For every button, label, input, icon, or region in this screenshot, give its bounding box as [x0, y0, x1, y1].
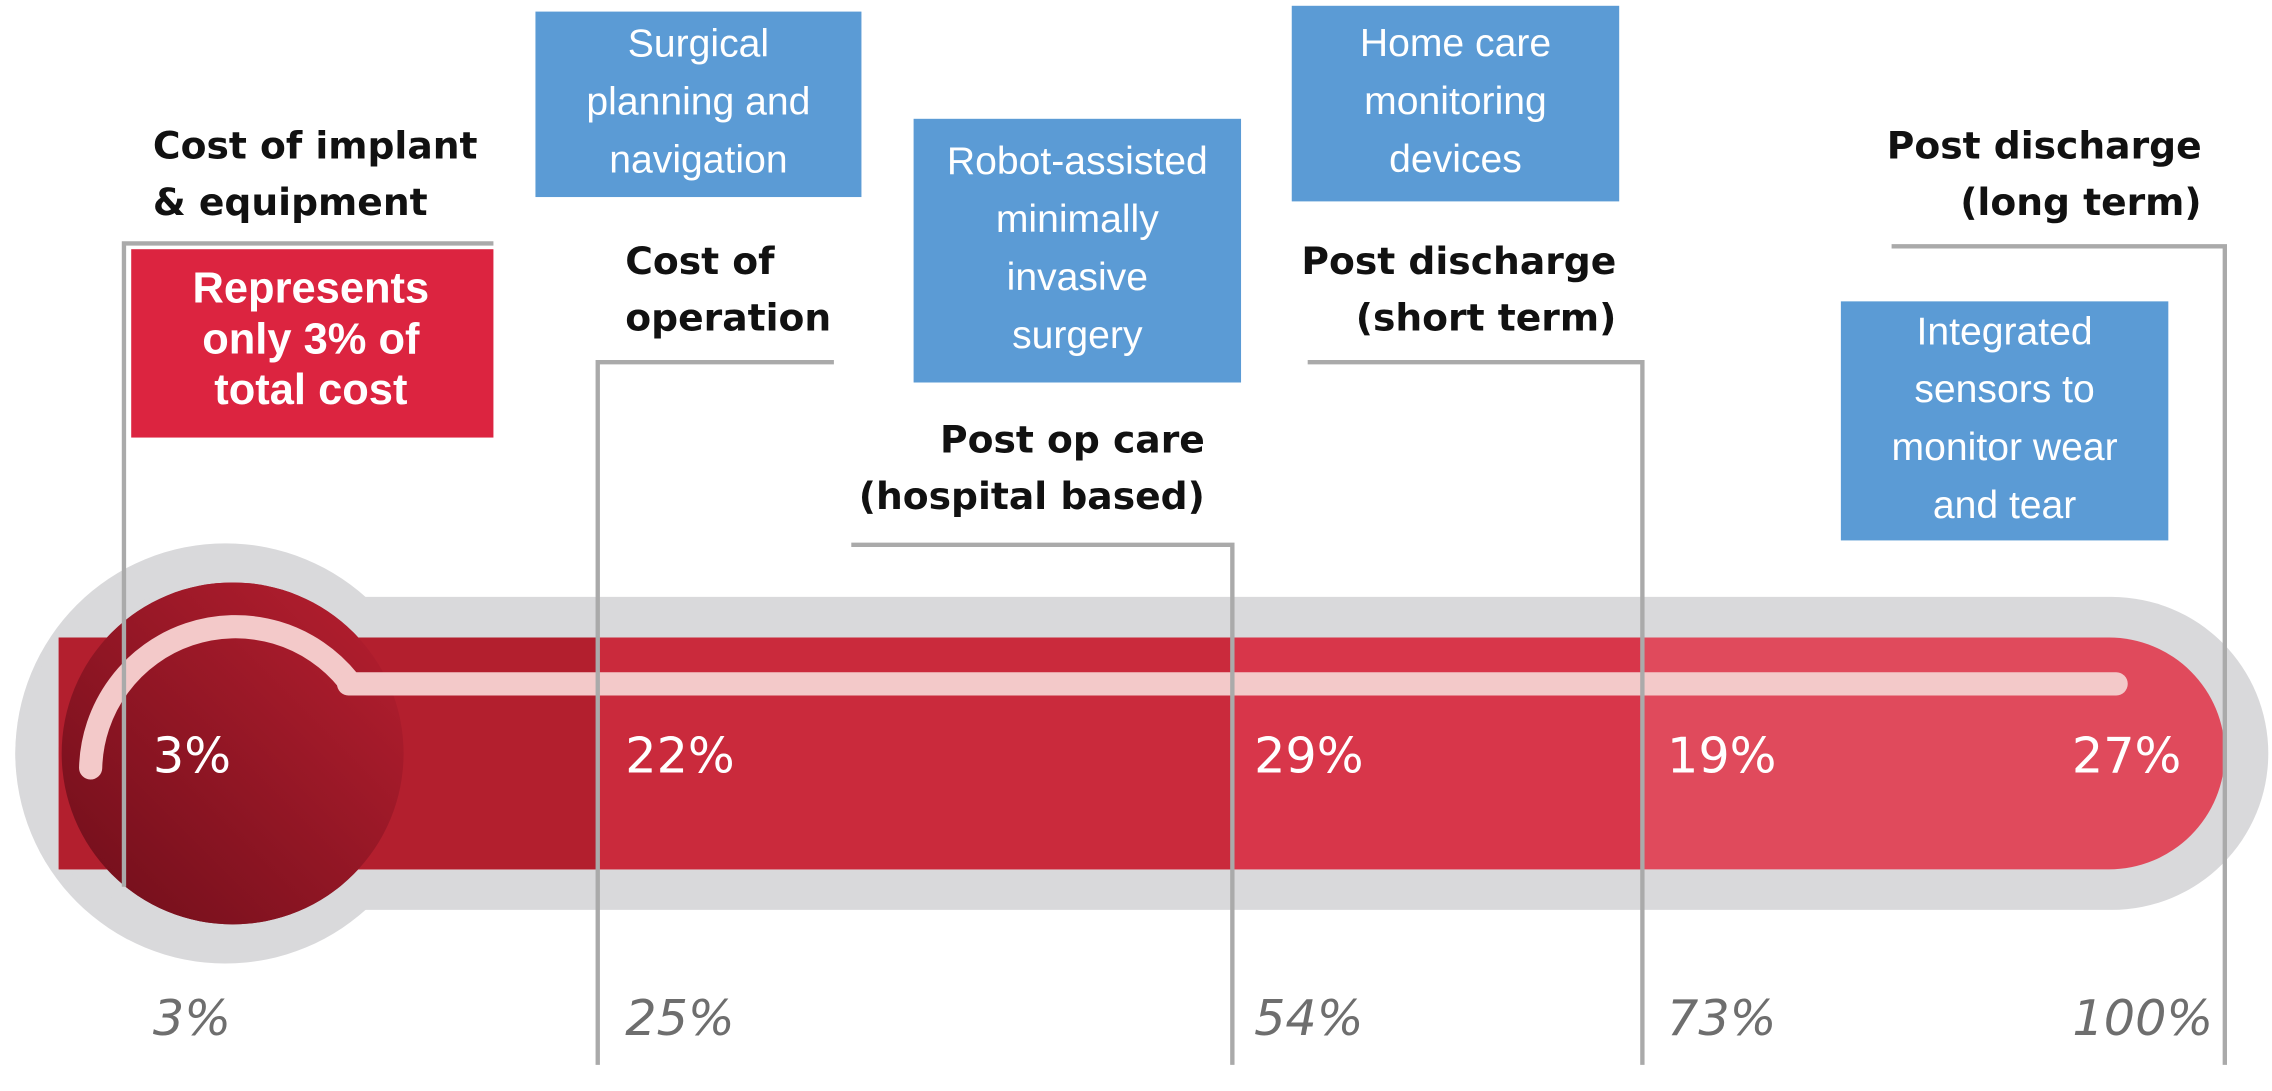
segment-label: Post discharge	[1887, 123, 2202, 167]
segment-share: 27%	[2072, 727, 2181, 785]
segment-label: Post op care	[940, 417, 1205, 461]
innovation-text: planning and	[586, 81, 810, 124]
note-text: total cost	[214, 366, 407, 414]
innovation-text: Integrated	[1917, 310, 2093, 353]
innovation-text: sensors to	[1914, 368, 2094, 411]
innovation-box	[1291, 5, 1620, 202]
leader-lines	[121, 241, 2227, 1065]
segment-label: Cost of implant	[153, 123, 478, 167]
segment-label: Cost of	[625, 239, 775, 283]
innovation-box	[1840, 301, 2169, 541]
segment-cumulative: 100%	[2072, 989, 2213, 1047]
segment-cumulative: 54%	[1254, 989, 1363, 1047]
segment-share: 22%	[625, 727, 734, 785]
segment-label: (long term)	[1960, 180, 2201, 224]
segment-label: (short term)	[1356, 296, 1617, 340]
segment-label: (hospital based)	[859, 474, 1205, 518]
segment-label: & equipment	[153, 180, 428, 224]
innovation-text: Home care	[1360, 22, 1551, 65]
segment-label: Post discharge	[1301, 239, 1616, 283]
innovation-text: devices	[1389, 138, 1522, 181]
innovation-text: navigation	[609, 139, 787, 182]
innovation-text: monitor wear	[1892, 426, 2118, 469]
innovation-text: invasive	[1007, 256, 1148, 299]
thermometer	[15, 543, 2269, 964]
innovation-text: and tear	[1933, 484, 2077, 527]
innovation-text: Robot-assisted	[947, 140, 1208, 183]
innovation-text: surgery	[1012, 314, 1143, 357]
innovation-box	[535, 11, 862, 198]
segment-cumulative: 3%	[153, 989, 231, 1047]
note-box	[131, 249, 494, 438]
innovation-box	[913, 118, 1242, 383]
note-text: Represents	[193, 265, 430, 313]
segment-label: operation	[625, 296, 831, 340]
innovation-text: minimally	[996, 198, 1159, 241]
innovation-text: Surgical	[628, 23, 769, 66]
segment-share: 29%	[1254, 727, 1363, 785]
segment-cumulative: 25%	[625, 989, 734, 1047]
segment-share: 3%	[153, 727, 231, 785]
innovation-text: monitoring	[1364, 80, 1547, 123]
segment-share: 19%	[1667, 727, 1776, 785]
note-text: only 3% of	[202, 315, 420, 363]
segment-cumulative: 73%	[1667, 989, 1776, 1047]
